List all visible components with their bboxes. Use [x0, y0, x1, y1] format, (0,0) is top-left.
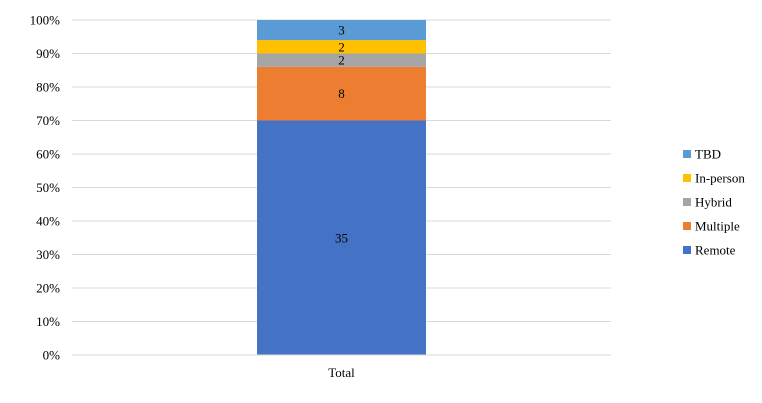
y-tick-label: 30% — [36, 247, 60, 262]
legend-item: Remote — [683, 243, 736, 258]
x-tick-label: Total — [328, 365, 355, 380]
y-tick-label: 0% — [43, 348, 61, 363]
y-tick-label: 70% — [36, 113, 60, 128]
legend-label: Remote — [695, 243, 736, 258]
legend-item: Multiple — [683, 219, 740, 234]
y-tick-label: 90% — [36, 46, 60, 61]
legend-item: In-person — [683, 171, 745, 186]
data-label-in-person: 2 — [338, 39, 345, 54]
bar-segment-hybrid — [257, 53, 426, 67]
bar-segment-multiple — [257, 66, 426, 121]
legend-label: In-person — [695, 171, 745, 186]
bars — [257, 20, 426, 355]
legend-swatch — [683, 198, 691, 206]
data-label-remote: 35 — [335, 230, 348, 245]
bar-segment-remote — [257, 120, 426, 355]
legend: TBD In-person Hybrid Multiple Remote — [683, 147, 745, 258]
y-axis-ticks: 0% 10% 20% 30% 40% 50% 60% 70% 80% 90% 100% — [30, 13, 61, 363]
data-label-multiple: 8 — [338, 86, 345, 101]
legend-label: Hybrid — [695, 195, 732, 210]
legend-item: TBD — [683, 147, 721, 162]
y-tick-label: 50% — [36, 180, 60, 195]
y-tick-label: 20% — [36, 281, 60, 296]
legend-label: TBD — [695, 147, 721, 162]
y-tick-label: 80% — [36, 80, 60, 95]
legend-swatch — [683, 150, 691, 158]
legend-swatch — [683, 246, 691, 254]
data-label-tbd: 3 — [338, 23, 345, 38]
y-tick-label: 60% — [36, 147, 60, 162]
y-tick-label: 10% — [36, 314, 60, 329]
y-tick-label: 40% — [36, 214, 60, 229]
legend-label: Multiple — [695, 219, 740, 234]
data-label-hybrid: 2 — [338, 53, 345, 68]
legend-item: Hybrid — [683, 195, 732, 210]
legend-swatch — [683, 222, 691, 230]
y-tick-label: 100% — [30, 13, 61, 28]
bar-segment-in-person — [257, 40, 426, 54]
bar-segment-tbd — [257, 20, 426, 41]
legend-swatch — [683, 174, 691, 182]
